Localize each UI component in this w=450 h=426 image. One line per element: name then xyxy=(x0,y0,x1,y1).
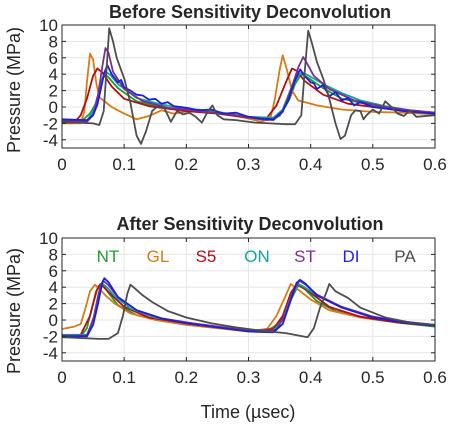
top-plot-title: Before Sensitivity Deconvolution xyxy=(109,2,391,22)
y-tick-label: 8 xyxy=(49,32,58,51)
y-tick-label: 6 xyxy=(49,262,58,281)
series-line-pa xyxy=(61,27,436,145)
x-tick-label: 0.5 xyxy=(361,368,385,387)
y-tick-label: 2 xyxy=(49,295,58,314)
y-tick-label: 0 xyxy=(49,98,58,117)
y-tick-label: 6 xyxy=(49,49,58,68)
legend-item-nt: NT xyxy=(97,247,120,266)
x-tick-label: 0.3 xyxy=(237,155,261,174)
legend-item-s5: S5 xyxy=(196,247,217,266)
x-tick-label: 0.6 xyxy=(423,155,447,174)
y-tick-label: 4 xyxy=(49,278,58,297)
series-line-gl xyxy=(61,283,436,333)
bottom-plot-ylabel: Pressure (MPa) xyxy=(4,248,24,374)
series-line-di xyxy=(62,277,436,338)
bottom-plot-title: After Sensitivity Deconvolution xyxy=(116,214,383,234)
y-tick-label: 10 xyxy=(39,229,58,248)
legend-item-pa: PA xyxy=(394,247,416,266)
top-plot-ylabel: Pressure (MPa) xyxy=(4,27,24,153)
top-plot-xticks: 0 0.1 0.2 0.3 0.4 0.5 0.6 xyxy=(57,25,447,174)
y-tick-label: 4 xyxy=(49,65,58,84)
bottom-plot: After Sensitivity Deconvolution Pressure… xyxy=(4,214,447,422)
bottom-plot-series xyxy=(61,277,436,340)
x-tick-label: 0.5 xyxy=(361,155,385,174)
top-plot-grid xyxy=(61,24,436,148)
y-tick-label: 2 xyxy=(49,82,58,101)
y-tick-label: -4 xyxy=(43,344,58,363)
x-tick-label: 0.4 xyxy=(299,368,323,387)
top-plot-series xyxy=(61,27,436,145)
x-tick-label: 0.4 xyxy=(299,155,323,174)
legend-item-on: ON xyxy=(244,247,270,266)
y-tick-label: -4 xyxy=(43,131,58,150)
y-tick-label: 10 xyxy=(39,16,58,35)
y-tick-label: -2 xyxy=(43,114,58,133)
series-line-pa xyxy=(61,283,436,340)
x-tick-label: 0 xyxy=(57,368,66,387)
top-plot: Before Sensitivity Deconvolution Pressur… xyxy=(4,2,447,174)
x-tick-label: 0.2 xyxy=(175,368,199,387)
x-tick-label: 0.1 xyxy=(112,368,136,387)
x-tick-label: 0.1 xyxy=(112,155,136,174)
x-tick-label: 0.2 xyxy=(175,155,199,174)
series-line-di xyxy=(61,64,436,121)
y-tick-label: 0 xyxy=(49,311,58,330)
x-tick-label: 0.3 xyxy=(237,368,261,387)
bottom-plot-xticks: 0 0.1 0.2 0.3 0.4 0.5 0.6 xyxy=(57,238,447,387)
y-tick-label: -2 xyxy=(43,327,58,346)
bottom-plot-xlabel: Time (µsec) xyxy=(201,402,296,422)
bottom-plot-legend: NT GL S5 ON ST DI PA xyxy=(97,247,417,266)
legend-item-st: ST xyxy=(294,247,316,266)
x-tick-label: 0.6 xyxy=(423,368,447,387)
x-tick-label: 0 xyxy=(57,155,66,174)
legend-item-gl: GL xyxy=(147,247,170,266)
y-tick-label: 8 xyxy=(49,245,58,264)
legend-item-di: DI xyxy=(343,247,360,266)
series-line-st xyxy=(61,47,436,123)
